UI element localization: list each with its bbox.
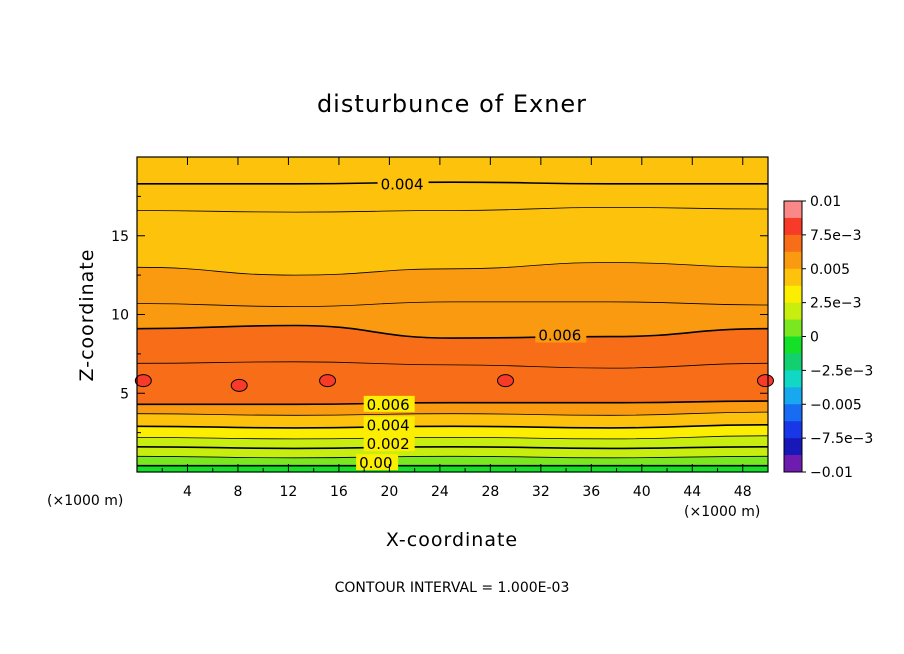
contour-label-0: 0.004 [381, 175, 424, 193]
contour-label-2: 0.006 [367, 396, 410, 414]
colorbar-label-8: −0.01 [810, 465, 853, 481]
colorbar-swatch-0 [784, 201, 802, 219]
colorbar-label-7: −7.5e−3 [810, 431, 873, 447]
contour-label-1: 0.006 [538, 327, 581, 345]
y-tick-label-5: 5 [120, 386, 129, 402]
contour-label-bg-3 [363, 416, 415, 433]
fill-band-12 [137, 465, 768, 472]
contour-line-11 [136, 455, 769, 459]
colorbar-swatch-11 [784, 387, 802, 405]
colorbar-swatch-13 [784, 421, 802, 439]
contour-interval-note: CONTOUR INTERVAL = 1.000E-03 [335, 580, 570, 596]
x-tick-label-12: 12 [280, 484, 298, 500]
contour-line-10 [136, 445, 769, 450]
contour-label-bg-0 [377, 175, 429, 192]
x-tick-label-8: 8 [233, 484, 242, 500]
x-tick-label-28: 28 [481, 484, 499, 500]
x-tick-label-40: 40 [633, 484, 651, 500]
colorbar-swatch-9 [784, 353, 802, 371]
maximum-blob-2 [319, 374, 337, 388]
x-axis-ticks: 4 8 12 16 20 24 28 32 36 40 44 48 [161, 157, 752, 500]
contour-maxima [134, 374, 774, 392]
maximum-blob-0 [134, 374, 152, 388]
colorbar-swatch-10 [784, 370, 802, 388]
x-tick-label-44: 44 [683, 484, 701, 500]
contour-label-bg-2 [363, 395, 415, 412]
colorbar-swatch-5 [784, 285, 802, 304]
contour-label-bg-1 [535, 326, 587, 343]
colorbar-label-1: 7.5e−3 [810, 228, 862, 244]
colorbar-swatch-7 [784, 319, 802, 337]
y-axis-ticks: 5 10 15 [111, 195, 768, 434]
y-tick-label-15: 15 [111, 229, 129, 245]
colorbar-swatch-14 [784, 438, 802, 456]
colorbar-swatch-4 [784, 268, 802, 287]
x-tick-label-48: 48 [734, 484, 752, 500]
contour-label-bg-5 [356, 454, 399, 471]
contour-label-4: 0.002 [367, 435, 410, 453]
y-tick-label-10: 10 [111, 308, 129, 324]
contour-lines [136, 181, 769, 467]
colorbar-swatch-8 [784, 336, 802, 354]
x-tick-label-36: 36 [582, 484, 600, 500]
maximum-blob-1 [230, 378, 248, 392]
colorbar-label-5: −2.5e−3 [810, 363, 873, 379]
colorbar-label-4: 0 [810, 330, 819, 346]
contour-line-7 [136, 411, 769, 416]
contour-line-5 [136, 361, 769, 369]
colorbar-swatch-6 [784, 302, 802, 321]
contour-line-2 [136, 262, 769, 276]
colorbar-swatch-12 [784, 404, 802, 422]
x-unit-right: (×1000 m) [684, 504, 760, 520]
y-axis-label: Z-coordinate [76, 249, 98, 382]
x-tick-label-32: 32 [532, 484, 550, 500]
x-tick-label-20: 20 [380, 484, 398, 500]
x-tick-label-4: 4 [183, 484, 192, 500]
contour-line-3 [136, 301, 769, 308]
contour-line-6 [137, 400, 769, 406]
contour-label-bg-4 [363, 435, 415, 452]
colorbar-label-0: 0.01 [810, 194, 841, 210]
colorbar-swatch-15 [784, 455, 802, 473]
colorbar-label-2: 0.005 [810, 262, 850, 278]
x-unit-left: (×1000 m) [47, 493, 123, 509]
colorbar-swatch-1 [784, 217, 802, 236]
maximum-blob-4 [756, 374, 774, 388]
colorbar-label-3: 2.5e−3 [810, 296, 862, 312]
colorbar-swatch-3 [784, 251, 802, 270]
contour-line-0 [137, 181, 768, 185]
contour-line-8 [136, 424, 769, 429]
contour-line-1 [136, 206, 769, 213]
maximum-blob-3 [497, 374, 515, 388]
colorbar: 0.01 7.5e−3 0.005 2.5e−3 0 −2.5e−3 −0.005 −7.5e… [783, 194, 873, 481]
chart-title: disturbunce of Exner [317, 90, 587, 118]
contour-label-3: 0.004 [367, 416, 410, 434]
contour-label-5: 0.00 [359, 454, 392, 472]
contour-line-4 [136, 324, 769, 339]
x-axis-label: X-coordinate [386, 529, 518, 551]
contour-line-9 [136, 435, 769, 440]
colorbar-label-6: −0.005 [810, 397, 862, 413]
filled-contours [137, 157, 768, 472]
x-tick-label-16: 16 [330, 484, 348, 500]
colorbar-swatch-2 [784, 234, 802, 253]
x-tick-label-24: 24 [431, 484, 449, 500]
